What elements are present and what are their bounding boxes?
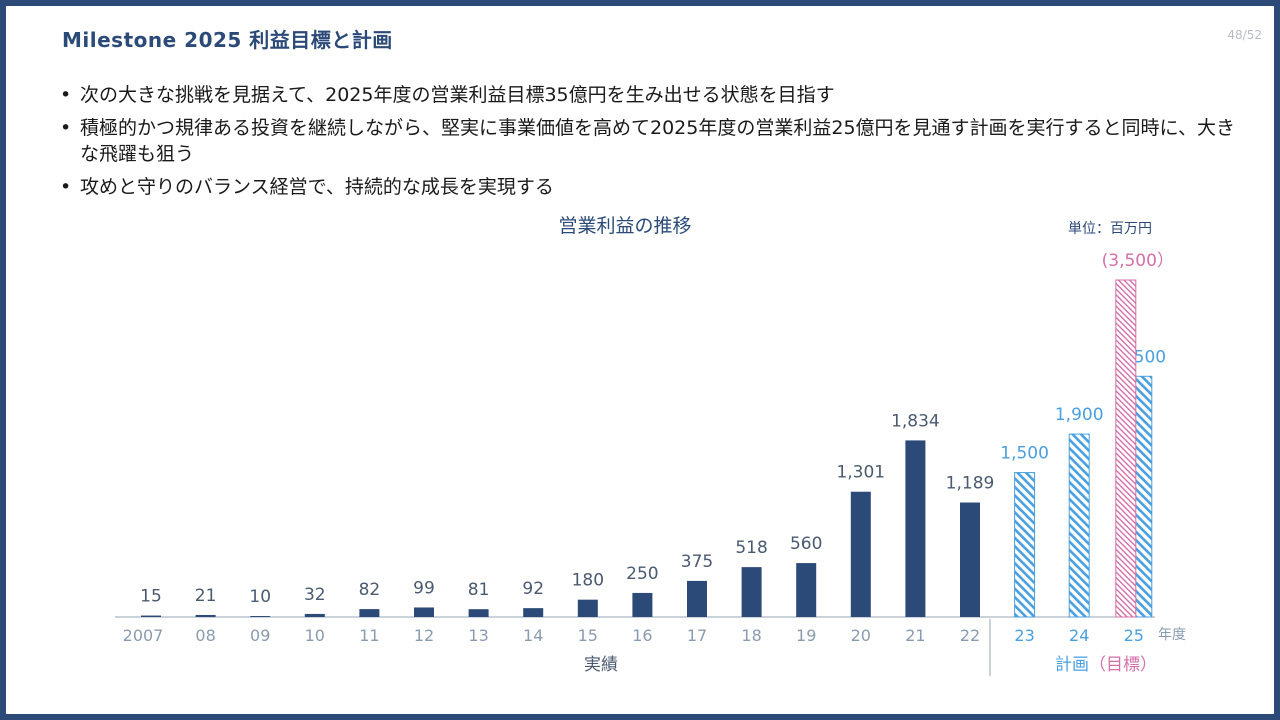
bar-actual-value-label: 250 <box>626 564 658 584</box>
x-tick-label: 24 <box>1069 626 1089 645</box>
x-tick-label: 08 <box>195 626 215 645</box>
bar-actual <box>141 615 161 617</box>
bar-actual <box>796 563 817 617</box>
bar-actual-value-label: 1,301 <box>836 463 885 483</box>
bar-actual <box>687 580 707 617</box>
x-tick-label: 18 <box>741 626 761 645</box>
bar-actual-value-label: 375 <box>681 552 713 572</box>
bar-actual-value-label: 560 <box>790 534 822 554</box>
bar-actual <box>523 608 544 617</box>
bar-actual <box>960 502 980 617</box>
x-tick-label: 10 <box>305 626 325 645</box>
bar-actual-value-label: 15 <box>140 587 162 607</box>
bar-target-value-label: (3,500） <box>1102 251 1174 271</box>
x-tick-label: 09 <box>250 626 270 645</box>
bar-actual-value-label: 92 <box>522 579 544 599</box>
bar-plan-value-label: 1,500 <box>1000 444 1049 464</box>
bar-actual <box>359 609 380 617</box>
bar-actual-value-label: 21 <box>195 586 217 606</box>
bar-actual <box>304 613 325 617</box>
bullet-list: 次の大きな挑戦を見据えて、2025年度の営業利益目標35億円を生み出せる状態を目… <box>58 82 1248 207</box>
x-tick-label: 2007 <box>123 626 164 645</box>
bar-actual <box>577 599 598 617</box>
bar-plan <box>1068 433 1090 618</box>
bar-actual <box>414 607 434 617</box>
x-tick-label: 22 <box>960 626 980 645</box>
page-number: 48/52 <box>1227 28 1262 42</box>
bullet-item: 攻めと守りのバランス経営で、持続的な成長を実現する <box>58 174 1248 200</box>
x-tick-label: 13 <box>468 626 488 645</box>
x-tick-label: 25 <box>1124 626 1144 645</box>
bar-actual-value-label: 518 <box>735 538 767 558</box>
bar-plan <box>1014 472 1036 618</box>
x-tick-label: 14 <box>523 626 543 645</box>
x-tick-label: 16 <box>632 626 652 645</box>
bullet-item: 積極的かつ規律ある投資を継続しながら、堅実に事業価値を高めて2025年度の営業利… <box>58 115 1248 167</box>
group-label-plan: 計画（目標） <box>1055 655 1157 675</box>
x-tick-label: 12 <box>414 626 434 645</box>
bullet-item: 次の大きな挑戦を見据えて、2025年度の営業利益目標35億円を生み出せる状態を目… <box>58 82 1248 108</box>
bar-actual-value-label: 32 <box>304 585 326 605</box>
group-label-plan-text: 計画 <box>1055 655 1089 675</box>
x-tick-label: 23 <box>1014 626 1034 645</box>
bar-actual-value-label: 82 <box>359 580 381 600</box>
bar-actual-value-label: 1,834 <box>891 411 940 431</box>
x-tick-label: 15 <box>578 626 598 645</box>
x-tick-label: 19 <box>796 626 816 645</box>
bar-actual <box>250 616 271 617</box>
x-tick-label: 17 <box>687 626 707 645</box>
bar-actual-value-label: 180 <box>572 571 604 591</box>
page-title: Milestone 2025 利益目標と計画 <box>62 28 393 52</box>
bar-plan-value-label: 1,900 <box>1055 405 1104 425</box>
bar-actual-value-label: 99 <box>413 578 435 598</box>
bar-actual <box>850 491 871 617</box>
bar-actual-value-label: 81 <box>468 580 490 600</box>
x-tick-label: 20 <box>851 626 871 645</box>
x-axis-unit: 年度 <box>1158 627 1186 643</box>
bar-actual <box>905 440 926 617</box>
x-tick-label: 11 <box>359 626 379 645</box>
bar-actual <box>468 609 489 617</box>
bar-actual-value-label: 10 <box>249 587 271 607</box>
bar-target <box>1115 279 1137 618</box>
x-tick-label: 21 <box>905 626 925 645</box>
group-label-target-text: （目標） <box>1089 655 1157 675</box>
unit-label: 単位：百万円 <box>1068 221 1152 237</box>
bar-actual <box>195 614 216 617</box>
group-label-actual: 実績 <box>584 655 618 675</box>
bar-actual <box>632 592 653 617</box>
chart-title: 営業利益の推移 <box>558 215 691 237</box>
bar-actual-value-label: 1,189 <box>946 474 995 494</box>
bar-actual <box>741 567 762 617</box>
